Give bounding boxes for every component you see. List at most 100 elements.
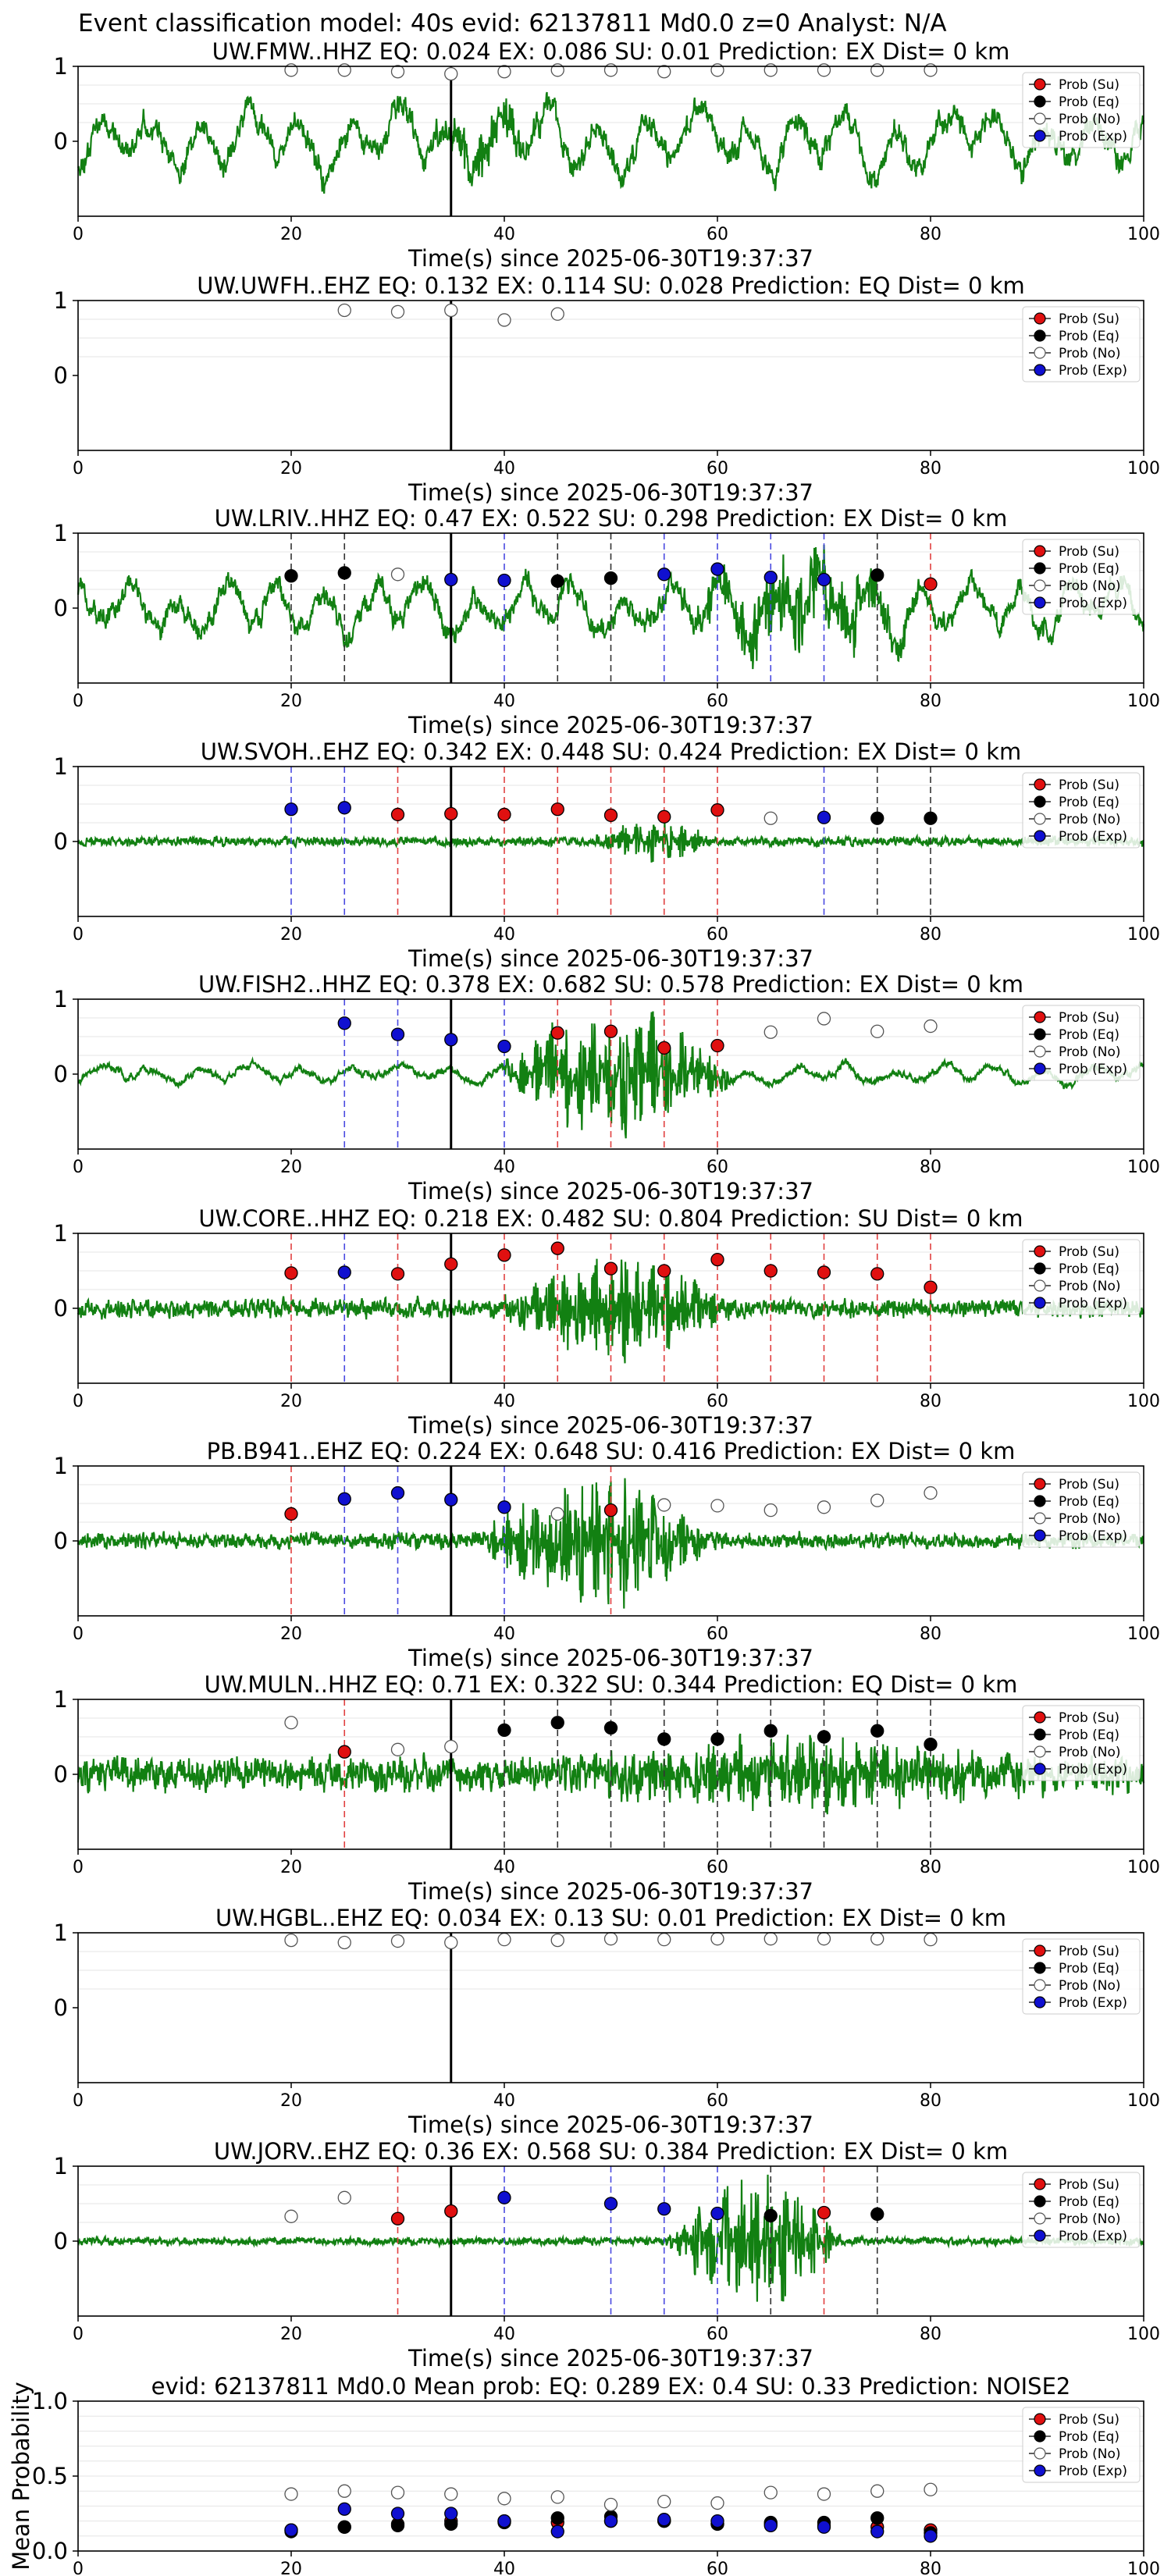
prob-marker-no bbox=[550, 307, 564, 321]
legend-marker-no bbox=[1034, 2212, 1046, 2225]
legend-label: Prob (Exp) bbox=[1059, 1296, 1127, 1311]
axes-frame bbox=[77, 1233, 1144, 1384]
prob-marker-su bbox=[444, 2204, 458, 2218]
x-axis-label: Time(s) since 2025-06-30T19:37:37 bbox=[408, 1412, 813, 1439]
legend-box bbox=[1022, 1471, 1141, 1548]
prob-marker-su bbox=[657, 1264, 671, 1278]
legend-marker-exp bbox=[1034, 1996, 1046, 2008]
prob-marker-no bbox=[284, 2209, 298, 2223]
legend-marker-su bbox=[1034, 1011, 1046, 1023]
legend-box bbox=[1022, 306, 1141, 382]
legend-marker-no bbox=[1034, 813, 1046, 825]
prob-marker-su bbox=[337, 1745, 351, 1759]
panels: UW.FMW..HHZ EQ: 0.024 EX: 0.086 SU: 0.01… bbox=[8, 38, 1160, 2576]
prob-marker-su bbox=[550, 1026, 564, 1040]
prob-marker-no bbox=[337, 303, 351, 318]
prob-marker-no bbox=[817, 1932, 831, 1946]
axes-frame bbox=[77, 532, 1144, 684]
legend-marker-exp bbox=[1034, 1529, 1046, 1542]
x-tick-label: 0 bbox=[73, 225, 84, 244]
prob-marker-no bbox=[870, 1024, 884, 1038]
y-tick-label: 0 bbox=[54, 595, 68, 621]
legend-label: Prob (Eq) bbox=[1059, 1027, 1119, 1043]
x-tick-label: 80 bbox=[920, 1624, 941, 1644]
x-tick-label: 100 bbox=[1127, 1392, 1160, 1411]
prob-marker-no bbox=[390, 304, 405, 319]
x-tick-label: 40 bbox=[493, 225, 515, 244]
prob-marker-no bbox=[497, 65, 511, 79]
legend-marker-eq bbox=[1034, 1262, 1046, 1275]
legend-marker-eq bbox=[1034, 95, 1046, 108]
panel-9: UW.JORV..EHZ EQ: 0.36 EX: 0.568 SU: 0.38… bbox=[54, 2138, 1160, 2371]
legend-label: Prob (No) bbox=[1059, 2211, 1121, 2227]
mean-prob-marker-eq bbox=[550, 2511, 564, 2525]
prob-marker-no bbox=[444, 303, 458, 318]
legend-marker-eq bbox=[1034, 1028, 1046, 1041]
panel-title: UW.LRIV..HHZ EQ: 0.47 EX: 0.522 SU: 0.29… bbox=[215, 505, 1008, 532]
legend-label: Prob (No) bbox=[1059, 1279, 1121, 1294]
legend-marker-exp bbox=[1034, 130, 1046, 142]
axes-frame bbox=[77, 1932, 1144, 2083]
mean-prob-marker-exp bbox=[657, 2513, 671, 2527]
x-tick-label: 60 bbox=[707, 459, 728, 479]
prob-marker-no bbox=[444, 1935, 458, 1950]
x-axis-label: Time(s) since 2025-06-30T19:37:37 bbox=[408, 1178, 813, 1204]
prob-marker-no bbox=[284, 1933, 298, 1948]
prob-marker-no bbox=[390, 568, 405, 582]
legend: Prob (Su) Prob (Eq) Prob (No) Prob (Exp) bbox=[1022, 772, 1141, 849]
legend-marker-exp bbox=[1034, 2229, 1046, 2242]
prob-marker-no bbox=[657, 1498, 671, 1512]
legend-marker-eq bbox=[1034, 1495, 1046, 1507]
prob-marker-su bbox=[390, 807, 405, 822]
seismic-waveform bbox=[77, 1011, 1144, 1139]
prob-marker-no bbox=[763, 1025, 778, 1039]
x-tick-label: 40 bbox=[493, 2560, 515, 2576]
legend-marker-no bbox=[1034, 1745, 1046, 1758]
x-tick-label: 0 bbox=[73, 925, 84, 945]
legend-label: Prob (No) bbox=[1059, 812, 1121, 827]
panel-title: UW.UWFH..EHZ EQ: 0.132 EX: 0.114 SU: 0.0… bbox=[197, 272, 1025, 299]
prob-marker-su bbox=[870, 1267, 884, 1281]
prob-marker-no bbox=[924, 1932, 938, 1947]
mean-prob-marker-exp bbox=[444, 2507, 458, 2521]
x-tick-label: 20 bbox=[280, 2560, 302, 2576]
prob-marker-no bbox=[284, 1716, 298, 1730]
legend-label: Prob (Eq) bbox=[1059, 795, 1119, 810]
legend-label: Prob (Exp) bbox=[1059, 2229, 1127, 2244]
y-tick-label: 1 bbox=[54, 986, 68, 1012]
panel-title: UW.HGBL..EHZ EQ: 0.034 EX: 0.13 SU: 0.01… bbox=[215, 1905, 1006, 1931]
legend-label: Prob (No) bbox=[1059, 1511, 1121, 1527]
x-tick-label: 60 bbox=[707, 2091, 728, 2111]
panel-title: UW.JORV..EHZ EQ: 0.36 EX: 0.568 SU: 0.38… bbox=[214, 2138, 1008, 2165]
x-tick-label: 80 bbox=[920, 2091, 941, 2111]
y-tick-label: 0.5 bbox=[32, 2463, 68, 2489]
x-tick-label: 60 bbox=[707, 1158, 728, 1177]
x-tick-label: 40 bbox=[493, 459, 515, 479]
panel-title: UW.FMW..HHZ EQ: 0.024 EX: 0.086 SU: 0.01… bbox=[212, 38, 1010, 65]
mean-prob-marker-exp bbox=[337, 2502, 351, 2516]
legend-marker-no bbox=[1034, 579, 1046, 592]
panel-10: evid: 62137811 Md0.0 Mean prob: EQ: 0.28… bbox=[8, 2373, 1160, 2576]
x-tick-label: 0 bbox=[73, 1858, 84, 1877]
legend-marker-eq bbox=[1034, 329, 1046, 342]
y-tick-label: 1 bbox=[54, 1220, 68, 1247]
legend-label: Prob (Exp) bbox=[1059, 829, 1127, 845]
x-tick-label: 80 bbox=[920, 1392, 941, 1411]
mean-prob-marker-no bbox=[817, 2487, 831, 2501]
legend-marker-eq bbox=[1034, 795, 1046, 808]
x-axis-label: Time(s) since 2025-06-30T19:37:37 bbox=[408, 1878, 813, 1905]
legend-box bbox=[1022, 72, 1141, 148]
panel-title: UW.CORE..HHZ EQ: 0.218 EX: 0.482 SU: 0.8… bbox=[198, 1205, 1023, 1232]
y-tick-label: 0 bbox=[54, 2228, 68, 2254]
y-tick-label: 0 bbox=[54, 1761, 68, 1788]
legend-label: Prob (Exp) bbox=[1059, 596, 1127, 611]
x-tick-label: 20 bbox=[280, 1624, 302, 1644]
legend-marker-no bbox=[1034, 1512, 1046, 1525]
prob-marker-no bbox=[497, 313, 511, 327]
x-tick-label: 100 bbox=[1127, 2325, 1160, 2344]
mean-prob-marker-exp bbox=[550, 2524, 564, 2539]
y-tick-label: 0 bbox=[54, 828, 68, 855]
legend-marker-eq bbox=[1034, 2195, 1046, 2208]
legend-label: Prob (Exp) bbox=[1059, 363, 1127, 379]
mean-prob-marker-no bbox=[657, 2494, 671, 2509]
